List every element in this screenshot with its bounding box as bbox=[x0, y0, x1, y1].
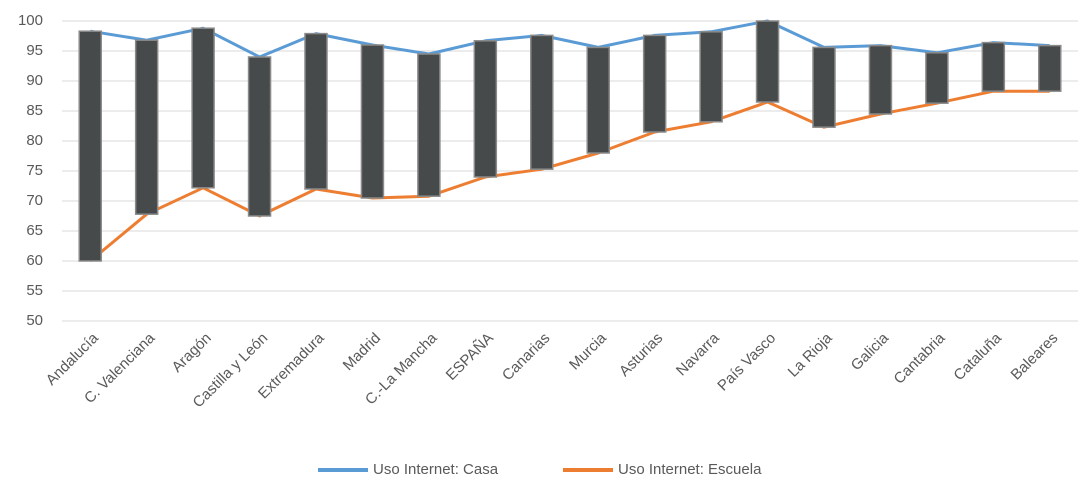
x-tick-label: Madrid bbox=[340, 330, 384, 374]
y-tick-label: 50 bbox=[26, 312, 43, 329]
high-low-bar bbox=[1038, 44, 1062, 92]
high-low-bar bbox=[868, 44, 893, 115]
series-line bbox=[89, 89, 1050, 263]
high-low-bar bbox=[586, 46, 610, 154]
y-tick-label: 65 bbox=[26, 222, 43, 239]
x-tick-label: Cantabria bbox=[891, 329, 949, 387]
high-low-bar bbox=[530, 34, 554, 170]
x-tick-label: País Vasco bbox=[714, 330, 779, 395]
series-line bbox=[89, 19, 1050, 59]
high-low-bar bbox=[925, 52, 949, 104]
x-tick-label: Canarias bbox=[499, 330, 553, 384]
x-tick-label: Andalucía bbox=[43, 329, 103, 389]
y-tick-label: 80 bbox=[26, 132, 43, 149]
x-tick-label: ESPAÑA bbox=[443, 330, 497, 384]
high-low-bar bbox=[360, 44, 385, 199]
y-tick-label: 100 bbox=[18, 12, 43, 29]
high-low-bar bbox=[304, 32, 328, 190]
x-tick-label: Galicia bbox=[848, 329, 893, 374]
x-tick-label: La Rioja bbox=[785, 329, 836, 380]
high-low-bar bbox=[417, 53, 441, 197]
high-low-bar bbox=[812, 46, 836, 128]
y-tick-label: 90 bbox=[26, 72, 43, 89]
high-low-bar bbox=[134, 39, 159, 215]
y-tick-label: 70 bbox=[26, 192, 43, 209]
high-low-bar bbox=[247, 56, 272, 217]
high-low-bar bbox=[755, 20, 780, 103]
y-tick-label: 95 bbox=[26, 42, 43, 59]
x-tick-label: Baleares bbox=[1008, 330, 1062, 384]
high-low-bar bbox=[191, 27, 215, 189]
high-low-bar bbox=[78, 30, 102, 262]
x-tick-label: Cataluña bbox=[950, 329, 1005, 384]
x-tick-label: Asturias bbox=[616, 330, 666, 380]
legend-label: Uso Internet: Casa bbox=[373, 461, 499, 478]
high-low-bar bbox=[642, 34, 667, 133]
y-tick-label: 85 bbox=[26, 102, 43, 119]
legend-label: Uso Internet: Escuela bbox=[618, 461, 762, 478]
y-tick-label: 60 bbox=[26, 252, 43, 269]
high-low-bar bbox=[981, 41, 1006, 92]
x-tick-label: Murcia bbox=[566, 329, 610, 373]
high-low-bar bbox=[699, 31, 723, 123]
high-low-bar bbox=[473, 40, 498, 178]
x-tick-label: Aragón bbox=[169, 330, 215, 376]
y-tick-label: 75 bbox=[26, 162, 43, 179]
x-tick-label: Navarra bbox=[673, 329, 723, 379]
y-tick-label: 55 bbox=[26, 282, 43, 299]
